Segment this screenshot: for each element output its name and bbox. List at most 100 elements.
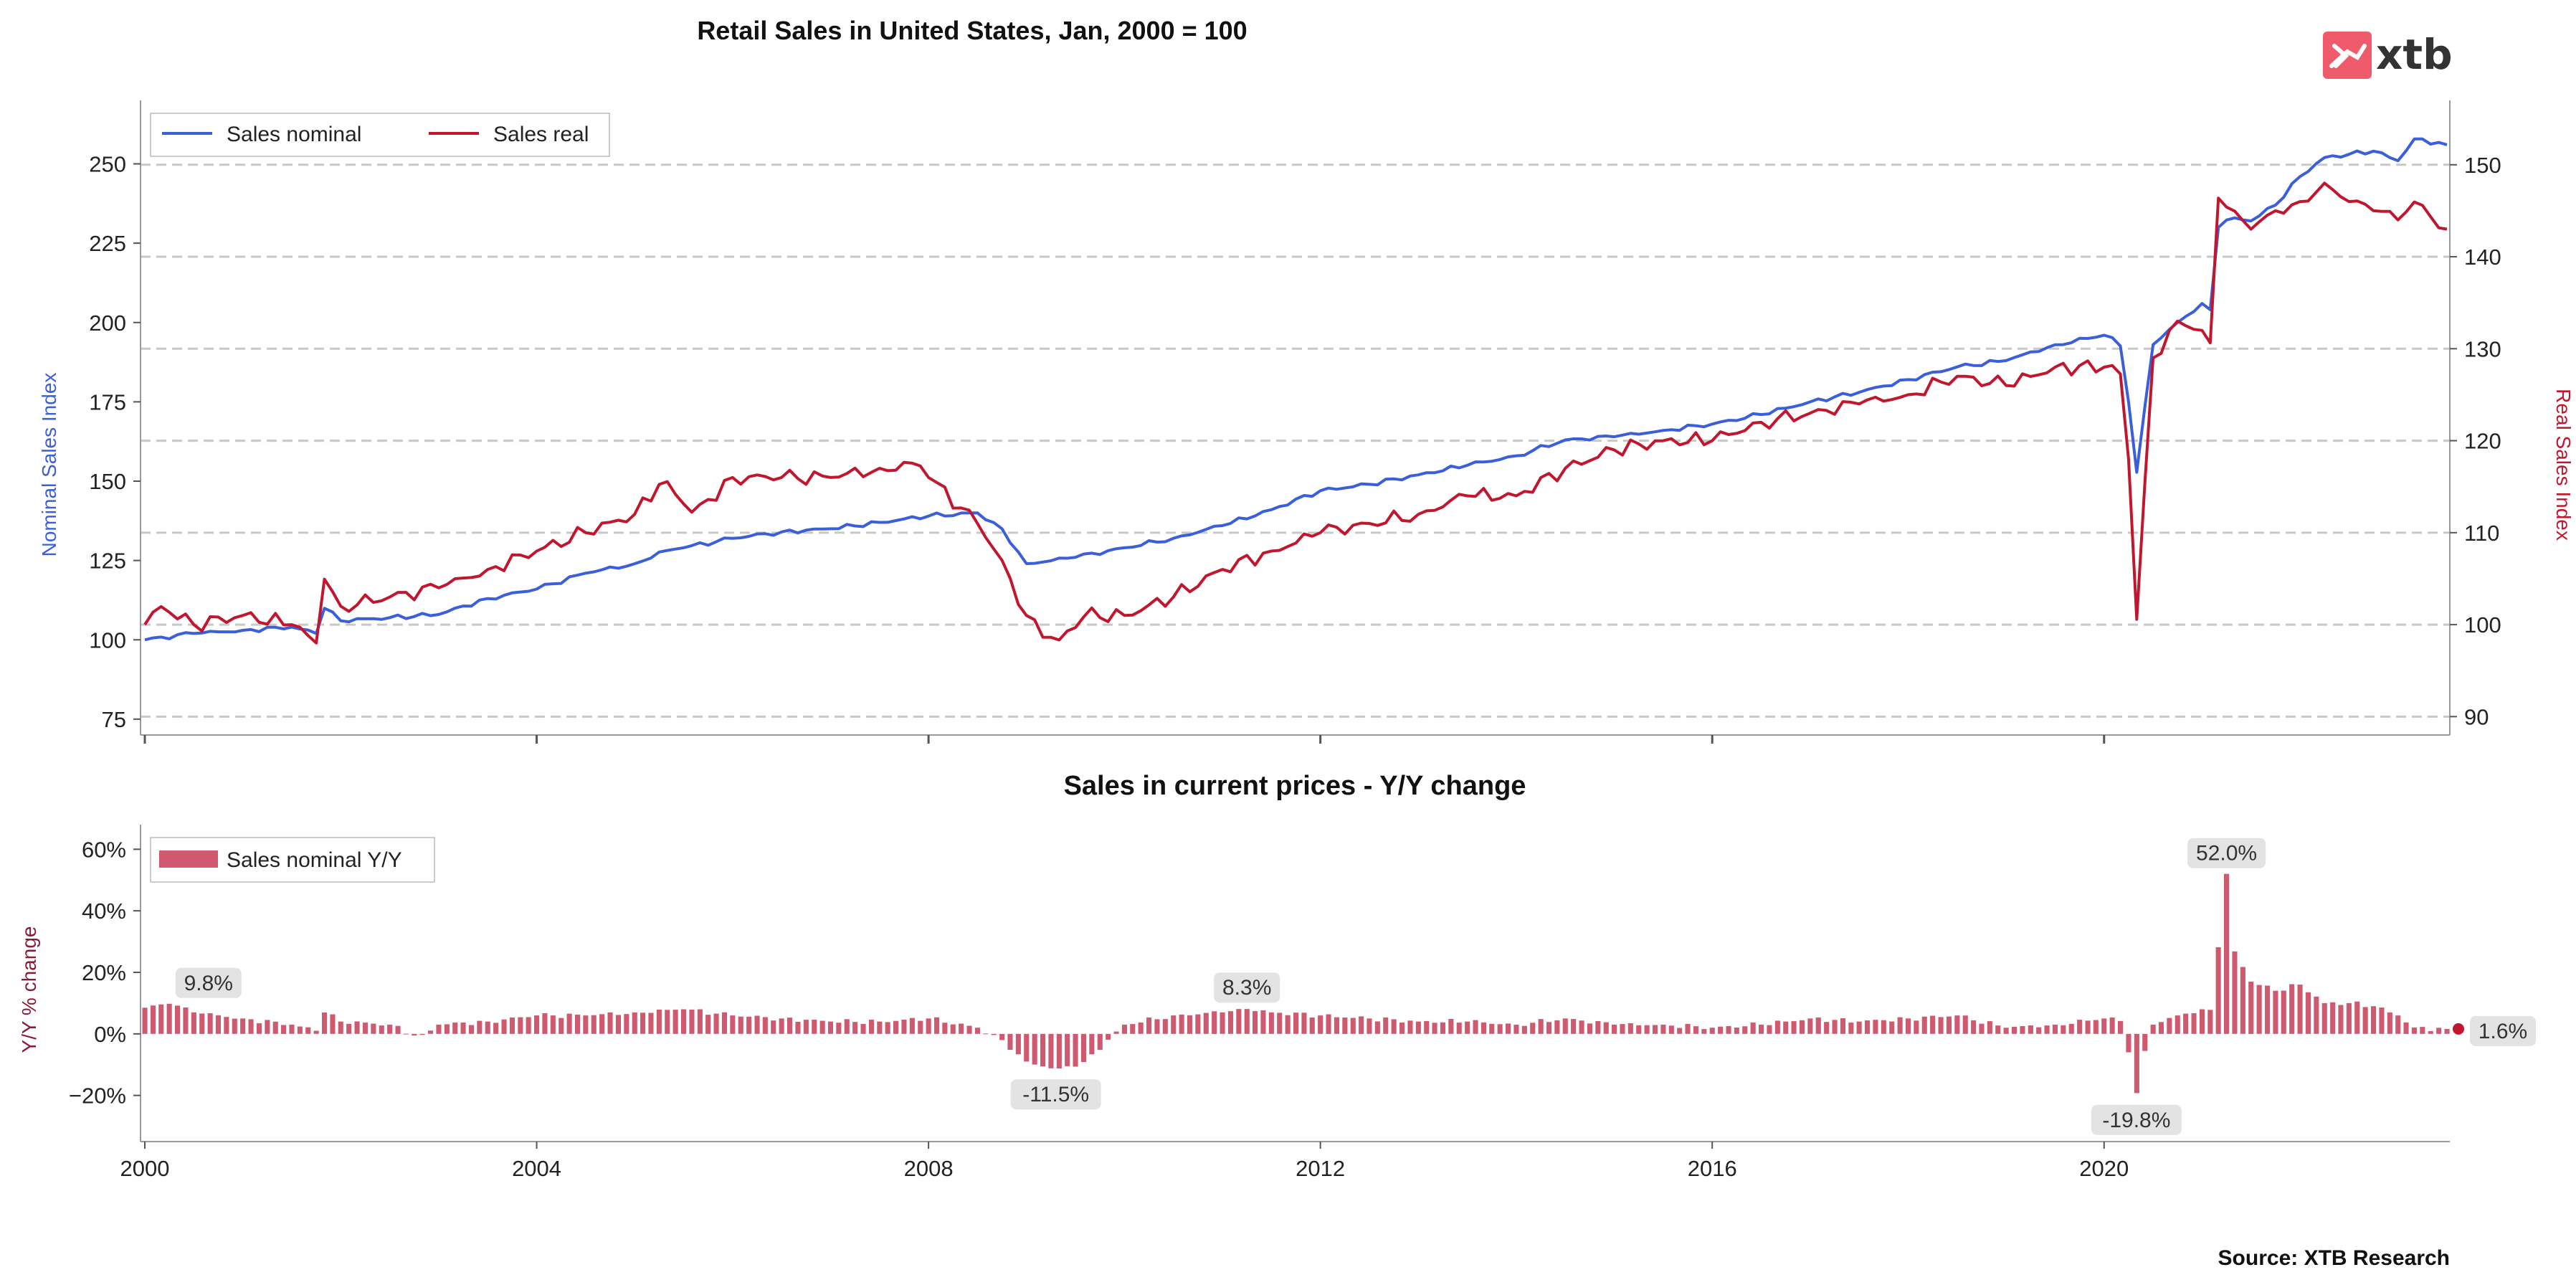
nominal-sales-line bbox=[144, 137, 2448, 642]
yoy-bar bbox=[1154, 1019, 1160, 1034]
yoy-bar bbox=[1301, 1013, 1307, 1034]
yoy-bar bbox=[1954, 1015, 1960, 1034]
annotation-label: 1.6% bbox=[2478, 1020, 2527, 1043]
yoy-bar bbox=[819, 1020, 825, 1034]
yoy-bar bbox=[2314, 996, 2319, 1034]
yoy-bar bbox=[1742, 1026, 1748, 1034]
yoy-bar bbox=[1106, 1033, 1111, 1040]
yoy-bar bbox=[1374, 1021, 1380, 1034]
yoy-bar bbox=[934, 1017, 940, 1034]
yoy-bar bbox=[681, 1009, 687, 1034]
yoy-bar bbox=[1130, 1024, 1136, 1034]
yoy-bar bbox=[207, 1013, 213, 1034]
left-y-tick-label: 175 bbox=[89, 389, 126, 414]
yoy-bar bbox=[158, 1004, 164, 1034]
yoy-bar bbox=[1774, 1020, 1780, 1034]
yoy-bar bbox=[721, 1012, 727, 1034]
yoy-bar bbox=[1456, 1023, 1462, 1034]
yoy-bar bbox=[2411, 1027, 2417, 1034]
yoy-bar bbox=[1873, 1020, 1878, 1034]
yoy-bar bbox=[1807, 1018, 1813, 1034]
left-y-tick-label: 100 bbox=[89, 627, 126, 653]
annotation-peak-2000: 9.8% bbox=[175, 967, 242, 998]
yoy-bar bbox=[1268, 1012, 1274, 1034]
right-y-tick-label: 110 bbox=[2464, 521, 2499, 546]
yoy-bar bbox=[1220, 1012, 1225, 1034]
xtb-logo: xtb bbox=[2323, 30, 2453, 79]
yoy-bar bbox=[501, 1019, 507, 1034]
bottom-y-tick-label: 40% bbox=[82, 898, 126, 924]
bottom-y-tick-label: 20% bbox=[82, 960, 126, 985]
yoy-bar bbox=[1653, 1025, 1658, 1034]
yoy-bar bbox=[868, 1020, 874, 1034]
yoy-bar bbox=[2061, 1025, 2066, 1034]
yoy-bar bbox=[444, 1024, 450, 1034]
yoy-bar bbox=[836, 1023, 842, 1034]
yoy-bar bbox=[1497, 1024, 1503, 1034]
yoy-bar bbox=[1383, 1017, 1389, 1034]
yoy-bar bbox=[1824, 1022, 1830, 1034]
yoy-bar bbox=[2305, 992, 2311, 1034]
yoy-bar bbox=[1048, 1033, 1054, 1068]
yoy-bar bbox=[313, 1030, 319, 1034]
yoy-bar bbox=[379, 1025, 384, 1034]
yoy-bar bbox=[827, 1021, 833, 1034]
yoy-bar bbox=[1489, 1023, 1495, 1034]
yoy-bar bbox=[583, 1015, 589, 1034]
yoy-bar bbox=[1113, 1031, 1119, 1034]
left-y-tick-label: 225 bbox=[89, 231, 126, 256]
bottom-chart-axes: −20% 0% 20% 40% 60% 2000 2004 2008 2012 2016 2020 bbox=[69, 825, 2450, 1181]
yoy-bar bbox=[999, 1033, 1005, 1040]
x-tick-label: 2016 bbox=[1688, 1156, 1737, 1181]
yoy-bar bbox=[2101, 1018, 2107, 1034]
yoy-bar bbox=[974, 1028, 980, 1034]
left-axis-label: Nominal Sales Index bbox=[38, 373, 60, 557]
yoy-bar bbox=[2150, 1024, 2156, 1034]
yoy-bar bbox=[1546, 1022, 1552, 1034]
yoy-bar bbox=[1995, 1025, 2001, 1034]
top-chart-title: Retail Sales in United States, Jan, 2000… bbox=[697, 16, 1247, 45]
yoy-bar bbox=[901, 1020, 907, 1034]
yoy-bar bbox=[1938, 1017, 1944, 1034]
yoy-bar bbox=[1718, 1026, 1724, 1034]
yoy-bar bbox=[812, 1020, 817, 1034]
yoy-bar bbox=[2248, 981, 2254, 1034]
yoy-bar bbox=[1726, 1025, 1731, 1034]
yoy-bar bbox=[1007, 1033, 1013, 1050]
annotation-label: 52.0% bbox=[2196, 842, 2257, 866]
yoy-bar bbox=[1277, 1013, 1283, 1034]
yoy-bar bbox=[428, 1030, 434, 1034]
yoy-bar bbox=[297, 1026, 303, 1034]
yoy-bar bbox=[1791, 1021, 1797, 1034]
yoy-bar bbox=[468, 1025, 474, 1034]
yoy-bar bbox=[2379, 1007, 2385, 1034]
yoy-bar bbox=[387, 1024, 393, 1034]
yoy-bar bbox=[1620, 1024, 1625, 1034]
yoy-bar bbox=[665, 1010, 670, 1034]
bottom-y-tick-label: 60% bbox=[82, 837, 126, 862]
yoy-bar bbox=[1889, 1021, 1895, 1034]
yoy-bar bbox=[1906, 1018, 1911, 1034]
yoy-bar bbox=[1350, 1018, 1356, 1034]
yoy-bar bbox=[1097, 1033, 1103, 1051]
yoy-bar bbox=[1391, 1019, 1397, 1034]
legend-label-real: Sales real bbox=[493, 123, 589, 146]
yoy-bar bbox=[2028, 1025, 2033, 1034]
yoy-bar bbox=[1260, 1010, 1266, 1034]
yoy-bar bbox=[1253, 1011, 1258, 1034]
yoy-bar bbox=[1326, 1014, 1331, 1034]
yoy-bar bbox=[509, 1017, 515, 1034]
yoy-bar bbox=[272, 1021, 278, 1034]
yoy-bar bbox=[1424, 1020, 1430, 1034]
annotation-box bbox=[175, 967, 242, 998]
annotation-latest: 1.6% bbox=[2470, 1015, 2536, 1046]
yoy-bar bbox=[860, 1023, 866, 1034]
yoy-bar bbox=[1465, 1021, 1470, 1034]
bottom-y-axis-label: Y/Y % change bbox=[18, 926, 40, 1053]
yoy-bar bbox=[1897, 1017, 1903, 1034]
yoy-bar bbox=[224, 1017, 229, 1034]
yoy-bar bbox=[2215, 947, 2221, 1034]
yoy-bar bbox=[2330, 1002, 2336, 1034]
yoy-bar bbox=[689, 1010, 695, 1034]
bottom-chart-bars bbox=[142, 873, 2464, 1094]
